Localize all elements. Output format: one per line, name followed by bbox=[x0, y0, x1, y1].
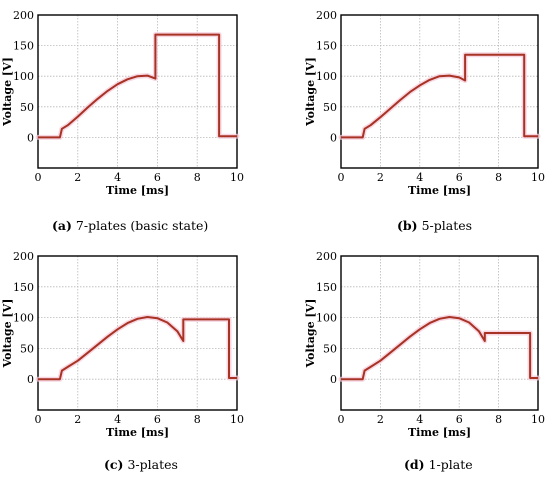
chart-d-y-axis-title: Voltage [V] bbox=[304, 299, 317, 369]
caption-a: (a) 7-plates (basic state) bbox=[52, 218, 208, 233]
chart-a-y-axis-title: Voltage [V] bbox=[1, 57, 14, 127]
caption-d: (d) 1-plate bbox=[404, 457, 473, 472]
chart-a-xtick-label: 2 bbox=[74, 171, 81, 184]
chart-c-x-axis-title: Time [ms] bbox=[106, 426, 169, 439]
chart-b-ytick-label: 150 bbox=[316, 40, 337, 53]
chart-d-xtick-label: 0 bbox=[338, 413, 345, 426]
chart-d-xtick-label: 6 bbox=[456, 413, 463, 426]
chart-a-series-halo bbox=[35, 32, 240, 140]
chart-a-ytick-label: 200 bbox=[13, 9, 34, 22]
chart-b-ytick-label: 100 bbox=[316, 70, 337, 83]
chart-a-xtick-label: 0 bbox=[35, 171, 42, 184]
chart-d-xtick-label: 4 bbox=[416, 413, 423, 426]
chart-a-xtick-label: 6 bbox=[154, 171, 161, 184]
chart-b-xtick-label: 2 bbox=[377, 171, 384, 184]
chart-c-ytick-label: 50 bbox=[20, 342, 34, 355]
chart-a-xtick-label: 4 bbox=[114, 171, 121, 184]
chart-b-frame bbox=[340, 14, 539, 169]
chart-c-xtick-label: 4 bbox=[114, 413, 121, 426]
chart-c-y-axis-title: Voltage [V] bbox=[1, 299, 14, 369]
chart-d-xtick-label: 10 bbox=[531, 413, 545, 426]
caption-a-label: (a) bbox=[52, 218, 72, 233]
chart-c-series-line bbox=[38, 316, 237, 381]
caption-d-text: 1-plate bbox=[428, 457, 473, 472]
chart-a-frame bbox=[37, 14, 238, 169]
caption-b-text: 5-plates bbox=[421, 218, 473, 233]
caption-d-label: (d) bbox=[404, 457, 425, 472]
chart-b-xtick-label: 6 bbox=[456, 171, 463, 184]
chart-a-xtick-label: 8 bbox=[194, 171, 201, 184]
chart-b-ytick-label: 50 bbox=[323, 101, 337, 114]
chart-c-ytick-label: 150 bbox=[13, 281, 34, 294]
chart-c-xtick-label: 2 bbox=[74, 413, 81, 426]
chart-d-ytick-label: 150 bbox=[316, 281, 337, 294]
chart-d-xtick-label: 8 bbox=[495, 413, 502, 426]
chart-c-ytick-label: 100 bbox=[13, 312, 34, 325]
chart-b-xtick-label: 8 bbox=[495, 171, 502, 184]
caption-b-label: (b) bbox=[397, 218, 418, 233]
chart-d-x-axis-title: Time [ms] bbox=[408, 426, 471, 439]
chart-c-xtick-label: 10 bbox=[230, 413, 244, 426]
chart-b-x-axis-title: Time [ms] bbox=[408, 184, 471, 197]
chart-b-y-axis-title: Voltage [V] bbox=[304, 57, 317, 127]
chart-a-ytick-label: 150 bbox=[13, 40, 34, 53]
chart-c-ytick-label: 0 bbox=[27, 373, 34, 386]
chart-b-series-line bbox=[341, 53, 538, 139]
caption-b: (b) 5-plates bbox=[397, 218, 472, 233]
chart-b-ytick-label: 0 bbox=[330, 131, 337, 144]
chart-a-ytick-label: 50 bbox=[20, 101, 34, 114]
chart-d-xtick-label: 2 bbox=[377, 413, 384, 426]
chart-b-ytick-label: 200 bbox=[316, 9, 337, 22]
chart-a-ytick-label: 100 bbox=[13, 70, 34, 83]
chart-b-xtick-label: 0 bbox=[338, 171, 345, 184]
chart-a-series-line bbox=[38, 33, 237, 139]
chart-d-ytick-label: 50 bbox=[323, 342, 337, 355]
chart-b-xtick-label: 10 bbox=[531, 171, 545, 184]
caption-c: (c) 3-plates bbox=[104, 457, 178, 472]
chart-b-xtick-label: 4 bbox=[416, 171, 423, 184]
caption-c-label: (c) bbox=[104, 457, 124, 472]
chart-d-series-line bbox=[341, 316, 538, 381]
chart-d-series-halo bbox=[338, 314, 541, 382]
caption-a-text: 7-plates (basic state) bbox=[75, 218, 209, 233]
chart-c-xtick-label: 0 bbox=[35, 413, 42, 426]
chart-a-x-axis-title: Time [ms] bbox=[106, 184, 169, 197]
chart-a-ytick-label: 0 bbox=[27, 131, 34, 144]
chart-c-ytick-label: 200 bbox=[13, 250, 34, 263]
chart-d-ytick-label: 200 bbox=[316, 250, 337, 263]
chart-c-frame bbox=[37, 255, 238, 411]
chart-d-frame bbox=[340, 255, 539, 411]
chart-d-ytick-label: 0 bbox=[330, 373, 337, 386]
chart-c-xtick-label: 6 bbox=[154, 413, 161, 426]
chart-d-ytick-label: 100 bbox=[316, 312, 337, 325]
chart-a-xtick-label: 10 bbox=[230, 171, 244, 184]
chart-c-xtick-label: 8 bbox=[194, 413, 201, 426]
caption-c-text: 3-plates bbox=[127, 457, 178, 472]
